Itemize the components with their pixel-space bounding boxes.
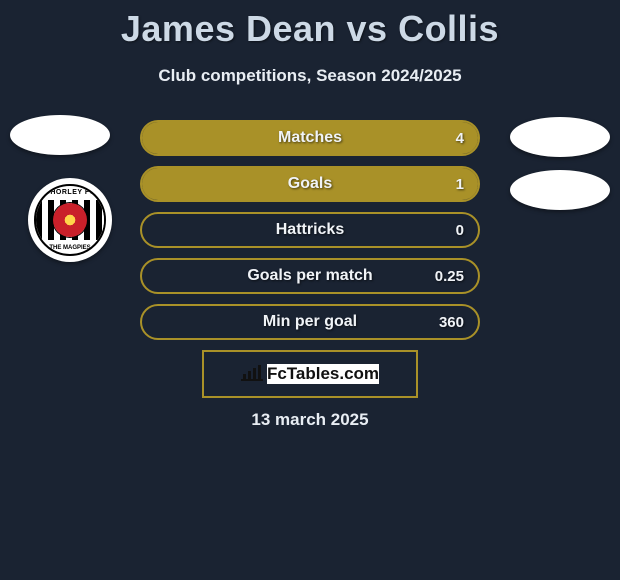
player-right-avatar-2 (510, 170, 610, 210)
stat-row: Hattricks 0 (140, 212, 480, 248)
stat-value: 0.25 (435, 268, 464, 285)
chart-icon (241, 363, 263, 386)
stat-row: Goals per match 0.25 (140, 258, 480, 294)
stat-value: 0 (456, 222, 464, 239)
brand-text: FcTables.com (267, 364, 379, 384)
stat-row: Matches 4 (140, 120, 480, 156)
stats-container: Matches 4 Goals 1 Hattricks 0 Goals per … (140, 120, 480, 350)
badge-top-text: CHORLEY FC (36, 189, 104, 196)
club-badge: CHORLEY FC THE MAGPIES (28, 178, 112, 262)
player-left-avatar (10, 115, 110, 155)
stat-row: Min per goal 360 (140, 304, 480, 340)
stat-label: Goals per match (142, 267, 478, 285)
stat-label: Matches (142, 129, 478, 147)
stat-label: Goals (142, 175, 478, 193)
page-title: James Dean vs Collis (0, 0, 620, 50)
player-right-avatar-1 (510, 117, 610, 157)
subtitle: Club competitions, Season 2024/2025 (0, 66, 620, 86)
stat-value: 360 (439, 314, 464, 331)
brand-box: FcTables.com (202, 350, 418, 398)
stat-value: 4 (456, 130, 464, 147)
stat-value: 1 (456, 176, 464, 193)
stat-label: Min per goal (142, 313, 478, 331)
stat-label: Hattricks (142, 221, 478, 239)
date-text: 13 march 2025 (0, 410, 620, 430)
stat-row: Goals 1 (140, 166, 480, 202)
badge-bottom-text: THE MAGPIES (36, 245, 104, 251)
